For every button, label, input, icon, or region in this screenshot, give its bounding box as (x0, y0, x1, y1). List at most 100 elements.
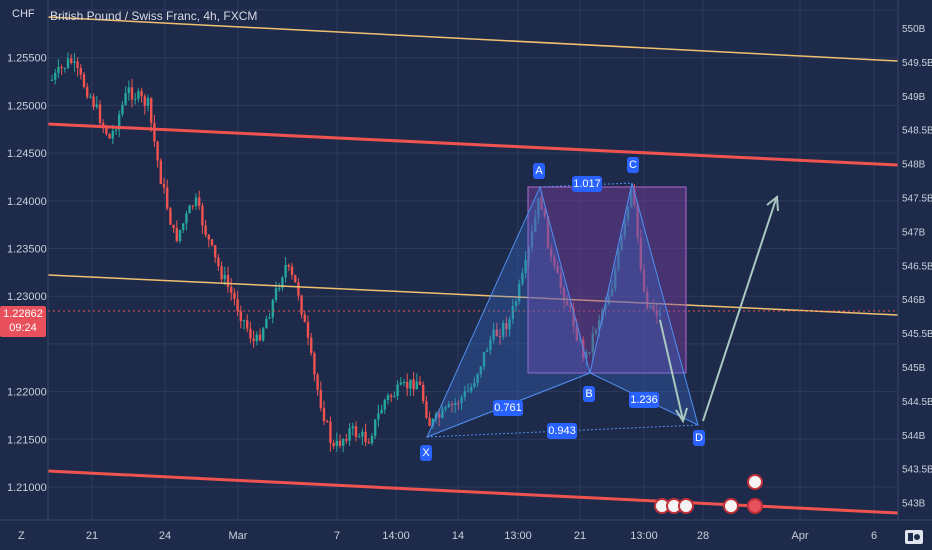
channel-lower-line[interactable] (47, 469, 899, 515)
candle (246, 314, 249, 333)
candle (182, 222, 185, 234)
ratio-bd-label[interactable]: 1.236 (629, 392, 659, 408)
candle (284, 256, 287, 283)
price-axis-panel[interactable] (898, 0, 932, 520)
time-tick-label: Mar (229, 530, 248, 542)
symbol-title[interactable]: British Pound / Swiss Franc, 4h, FXCM (50, 9, 258, 23)
candle (220, 261, 223, 284)
candle (614, 265, 617, 293)
candle (550, 243, 553, 263)
candle (482, 351, 486, 371)
candle (569, 302, 572, 313)
volume-tick-label: 550B (902, 24, 926, 35)
candle (566, 294, 569, 306)
candle (386, 393, 390, 405)
time-tick-label: 28 (697, 530, 709, 542)
time-axis-ticks: 21 24 Mar 7 14:00 14 13:00 21 13:00 28 Apr 6 (86, 530, 877, 542)
candle (258, 328, 262, 342)
volume-tick-label: 546B (902, 295, 926, 306)
candle (633, 183, 636, 208)
candle (306, 315, 310, 346)
channel-upper-line[interactable] (47, 122, 899, 167)
candle (438, 409, 441, 427)
candle (559, 266, 562, 295)
candle (652, 299, 655, 313)
candle (418, 376, 422, 386)
candle (498, 328, 502, 345)
candle (169, 206, 172, 226)
price-tick-label: 1.23000 (7, 291, 47, 303)
volume-tick-label: 549B (902, 92, 926, 103)
candle (303, 311, 306, 323)
candle (553, 254, 556, 270)
candle (473, 376, 476, 389)
up-arrow[interactable] (702, 195, 779, 422)
candle (249, 321, 252, 344)
candle (489, 335, 492, 356)
pattern-ac-line (539, 182, 633, 188)
mid-trend-line[interactable] (47, 274, 899, 316)
target-zone-box[interactable] (527, 186, 687, 374)
candle (383, 398, 386, 414)
time-tick-label: 13:00 (630, 530, 658, 542)
candle (140, 87, 143, 103)
time-tick-label: 24 (159, 530, 171, 542)
time-tick-label: 7 (334, 530, 340, 542)
candle (511, 298, 514, 325)
point-b-label[interactable]: B (583, 386, 595, 402)
candle (476, 373, 479, 388)
ratio-ac-label[interactable]: 1.017 (572, 176, 602, 192)
economic-event-icons[interactable] (654, 474, 763, 514)
candle (486, 347, 489, 353)
ratio-xd-label[interactable]: 0.943 (547, 423, 577, 439)
candle (540, 191, 543, 210)
candle (335, 432, 338, 452)
point-x-label[interactable]: X (420, 445, 432, 461)
candle (454, 398, 457, 414)
chart-grid (48, 0, 898, 520)
candle (300, 294, 303, 319)
candle (412, 371, 415, 397)
candle (495, 322, 498, 337)
candle (159, 158, 162, 185)
candle (636, 203, 639, 243)
point-a-label[interactable]: A (533, 163, 545, 179)
volume-tick-label: 548.5B (902, 126, 932, 137)
ratio-xb-label[interactable]: 0.761 (493, 400, 523, 416)
candle (313, 351, 316, 382)
candle (534, 209, 537, 233)
candle (399, 377, 402, 386)
candle (617, 246, 620, 272)
point-d-label[interactable]: D (693, 430, 705, 446)
candle (92, 93, 95, 111)
candle (348, 423, 351, 446)
candle (543, 207, 546, 219)
left-price-axis-panel[interactable] (0, 0, 48, 520)
candle (658, 307, 662, 322)
down-arrow[interactable] (659, 319, 688, 424)
z-icon[interactable]: Z (18, 530, 25, 542)
top-trend-line[interactable] (47, 16, 899, 62)
candle (342, 438, 345, 453)
point-c-label[interactable]: C (627, 157, 639, 173)
logo-icon[interactable] (905, 530, 923, 544)
candle (86, 82, 89, 99)
candle (655, 304, 658, 324)
candle (124, 86, 127, 107)
candle (530, 224, 534, 254)
candle (118, 110, 121, 138)
candle (409, 379, 412, 396)
volume-tick-label: 549.5B (902, 58, 932, 69)
time-tick-label: 13:00 (504, 530, 532, 542)
candle (390, 393, 393, 403)
volume-tick-label: 546.5B (902, 261, 932, 272)
time-axis-panel[interactable] (0, 520, 932, 550)
time-tick-label: 6 (871, 530, 877, 542)
price-tick-label: 1.23500 (7, 244, 47, 256)
candle (380, 404, 383, 414)
pattern-xb-line (426, 372, 591, 438)
candle (82, 72, 86, 89)
candle (466, 383, 470, 393)
countdown-timer: 09:24 (9, 322, 37, 334)
